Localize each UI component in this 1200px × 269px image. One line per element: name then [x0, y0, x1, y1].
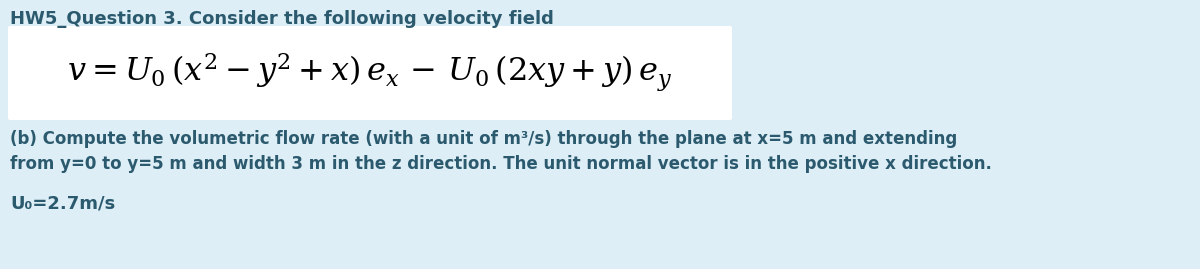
Text: HW5_Question 3. Consider the following velocity field: HW5_Question 3. Consider the following v…: [10, 10, 554, 28]
Text: from y=0 to y=5 m and width 3 m in the z direction. The unit normal vector is in: from y=0 to y=5 m and width 3 m in the z…: [10, 155, 992, 173]
Text: (b) Compute the volumetric flow rate (with a unit of m³/s) through the plane at : (b) Compute the volumetric flow rate (wi…: [10, 130, 958, 148]
FancyBboxPatch shape: [8, 26, 732, 120]
Text: U₀=2.7m/s: U₀=2.7m/s: [10, 195, 115, 213]
Text: $v = U_0\,(x^2 - y^2 + x)\,e_x\,-\,U_0\,(2xy + y)\,e_y$: $v = U_0\,(x^2 - y^2 + x)\,e_x\,-\,U_0\,…: [67, 52, 672, 94]
